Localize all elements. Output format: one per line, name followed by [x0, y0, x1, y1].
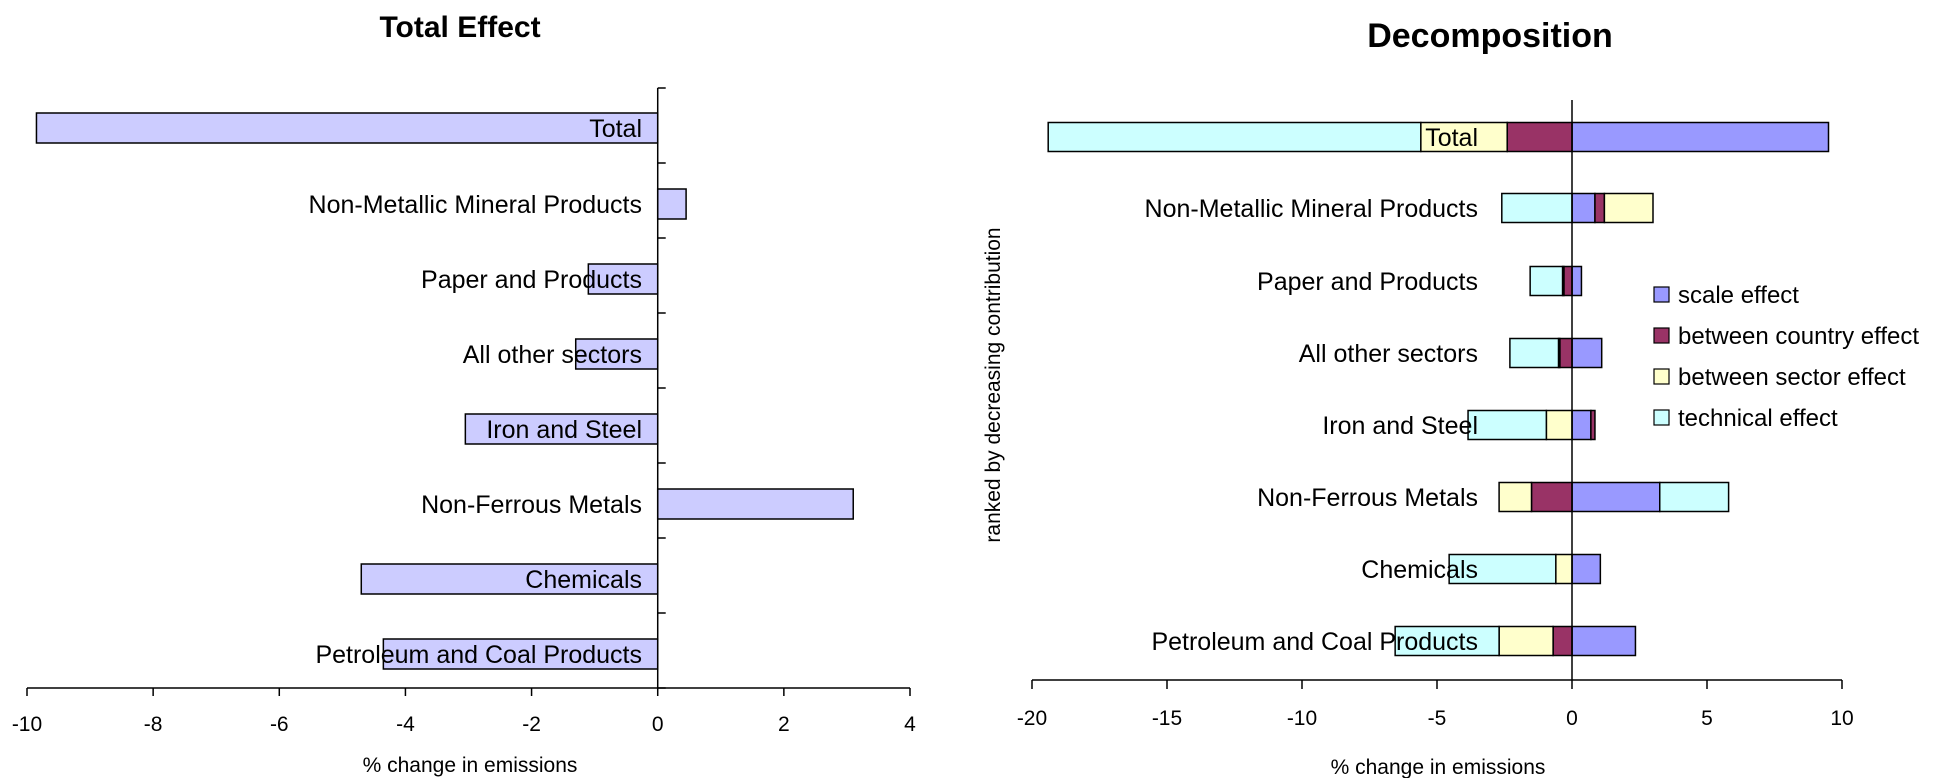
x-tick-label: -15 — [1152, 707, 1182, 730]
bar-petroleum-and-coal-products-scale-effect — [1571, 625, 1637, 657]
x-tick-label: 2 — [778, 713, 790, 736]
category-label-non-ferrous-metals: Non-Ferrous Metals — [1257, 484, 1478, 512]
bar-non-ferrous-metals-technical-effect — [1659, 481, 1730, 513]
category-label-petroleum-and-coal-products: Petroleum and Coal Products — [315, 641, 642, 669]
x-tick-label: -2 — [522, 713, 541, 736]
category-label-paper-and-products: Paper and Products — [1257, 268, 1478, 296]
bar-paper-and-products — [587, 263, 659, 295]
decomposition-y-axis-label: ranked by decreasing contribution — [982, 227, 1005, 542]
category-label-non-metallic-mineral-products: Non-Metallic Mineral Products — [309, 191, 642, 219]
bar-non-metallic-mineral-products-between-country-effect — [1594, 192, 1606, 224]
bar-iron-and-steel-technical-effect — [1467, 409, 1548, 441]
x-tick-label: 4 — [904, 713, 916, 736]
legend-label-scale-effect: scale effect — [1678, 282, 1799, 309]
category-label-paper-and-products: Paper and Products — [421, 266, 642, 294]
bar-petroleum-and-coal-products-technical-effect — [1394, 625, 1500, 657]
bar-total-scale-effect — [1571, 121, 1830, 153]
x-tick-label: -5 — [1428, 707, 1447, 730]
x-tick-label: -20 — [1017, 707, 1047, 730]
category-label-chemicals: Chemicals — [525, 566, 642, 594]
x-tick-label: 0 — [1566, 707, 1578, 730]
x-tick-label: -10 — [1287, 707, 1317, 730]
category-label-total: Total — [589, 115, 642, 143]
legend-label-between-sector-effect: between sector effect — [1678, 364, 1906, 391]
category-label-all-other-sectors: All other sectors — [1299, 340, 1478, 368]
bar-chemicals — [360, 563, 659, 595]
bar-all-other-sectors-between-country-effect — [1559, 337, 1573, 369]
legend-swatch-technical-effect — [1653, 409, 1670, 426]
bar-paper-and-products-between-country-effect — [1563, 265, 1573, 297]
bar-petroleum-and-coal-products-between-country-effect — [1552, 625, 1573, 657]
total-effect-axes — [26, 87, 911, 696]
bar-chemicals-scale-effect — [1571, 553, 1602, 585]
category-label-iron-and-steel: Iron and Steel — [486, 416, 642, 444]
bar-iron-and-steel — [464, 413, 659, 445]
legend-swatch-scale-effect — [1653, 286, 1670, 303]
bar-chemicals-technical-effect — [1448, 553, 1557, 585]
decomposition-bars — [1047, 121, 1830, 657]
category-label-iron-and-steel: Iron and Steel — [1322, 412, 1478, 440]
total-effect-bars — [35, 112, 854, 670]
bar-non-ferrous-metals-between-country-effect — [1530, 481, 1573, 513]
category-label-non-metallic-mineral-products: Non-Metallic Mineral Products — [1145, 195, 1478, 223]
bar-chemicals-between-sector-effect — [1555, 553, 1573, 585]
bar-petroleum-and-coal-products — [382, 638, 659, 670]
total-effect-title: Total Effect — [379, 11, 540, 44]
bar-total-between-sector-effect — [1420, 121, 1508, 153]
x-tick-label: 5 — [1701, 707, 1713, 730]
bar-non-metallic-mineral-products-scale-effect — [1571, 192, 1596, 224]
category-label-chemicals: Chemicals — [1361, 556, 1478, 584]
total-effect-chart: Total Effect Total Non-Metallic Mineral P… — [12, 11, 916, 777]
bar-total-between-country-effect — [1506, 121, 1573, 153]
category-label-petroleum-and-coal-products: Petroleum and Coal Products — [1151, 628, 1478, 656]
total-effect-x-axis-label: % change in emissions — [363, 754, 578, 777]
bar-iron-and-steel-scale-effect — [1571, 409, 1592, 441]
bar-non-metallic-mineral-products — [656, 188, 687, 220]
bar-all-other-sectors-technical-effect — [1509, 337, 1560, 369]
bar-paper-and-products-scale-effect — [1571, 265, 1583, 297]
category-label-total: Total — [1425, 124, 1478, 152]
bar-total-technical-effect — [1047, 121, 1422, 153]
decomposition-tick-labels: -20 -15 -10 -5 0 5 10 — [1017, 707, 1854, 730]
bar-non-metallic-mineral-products-technical-effect — [1501, 192, 1573, 224]
category-label-non-ferrous-metals: Non-Ferrous Metals — [421, 491, 642, 519]
bar-petroleum-and-coal-products-between-sector-effect — [1498, 625, 1554, 657]
decomposition-title: Decomposition — [1367, 17, 1613, 55]
x-tick-label: -8 — [144, 713, 163, 736]
x-tick-label: -6 — [270, 713, 289, 736]
legend-label-between-country-effect: between country effect — [1678, 323, 1919, 350]
decomposition-x-axis-label: % change in emissions — [1331, 756, 1546, 778]
decomposition-chart: Decomposition Total Non-Metallic Mineral … — [982, 17, 1919, 778]
decomposition-legend: scale effect between country effect betwee… — [1653, 282, 1919, 432]
decomposition-category-labels: Total Non-Metallic Mineral Products Paper … — [1145, 124, 1478, 656]
legend-label-technical-effect: technical effect — [1678, 405, 1838, 432]
total-effect-category-labels: Total Non-Metallic Mineral Products Paper … — [309, 115, 642, 669]
total-effect-tick-labels: -10 -8 -6 -4 -2 0 2 4 — [12, 713, 916, 736]
legend-swatch-between-sector-effect — [1653, 368, 1670, 385]
bar-total — [35, 112, 659, 144]
legend-swatch-between-country-effect — [1653, 327, 1670, 344]
bar-non-ferrous-metals — [656, 488, 854, 520]
bar-non-ferrous-metals-between-sector-effect — [1498, 481, 1533, 513]
bar-iron-and-steel-between-country-effect — [1590, 409, 1596, 441]
bar-non-ferrous-metals-scale-effect — [1571, 481, 1661, 513]
category-label-all-other-sectors: All other sectors — [463, 341, 642, 369]
bar-iron-and-steel-between-sector-effect — [1545, 409, 1573, 441]
x-tick-label: -4 — [396, 713, 415, 736]
decomposition-axes — [1031, 100, 1843, 689]
bar-non-metallic-mineral-products-between-sector-effect — [1603, 192, 1654, 224]
x-tick-label: -10 — [12, 713, 42, 736]
bar-all-other-sectors-scale-effect — [1571, 337, 1603, 369]
x-tick-label: 10 — [1830, 707, 1853, 730]
bar-paper-and-products-technical-effect — [1529, 265, 1564, 297]
x-tick-label: 0 — [652, 713, 664, 736]
